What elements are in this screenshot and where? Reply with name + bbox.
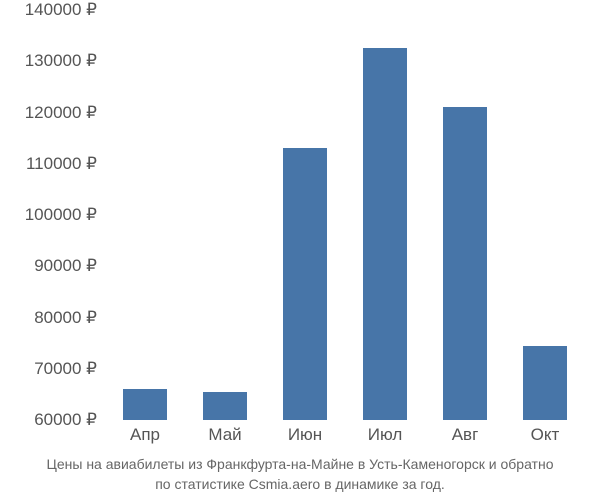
bar: [283, 148, 327, 420]
x-tick-label: Июн: [288, 425, 322, 445]
caption-line-1: Цены на авиабилеты из Франкфурта-на-Майн…: [0, 455, 600, 475]
y-axis: 60000 ₽70000 ₽80000 ₽90000 ₽100000 ₽1100…: [0, 10, 105, 420]
y-tick-label: 80000 ₽: [34, 308, 97, 328]
y-tick-label: 70000 ₽: [34, 359, 97, 379]
bar: [363, 48, 407, 420]
y-tick-label: 60000 ₽: [34, 410, 97, 430]
x-tick-label: Май: [208, 425, 241, 445]
y-tick-label: 140000 ₽: [25, 0, 97, 20]
chart-caption: Цены на авиабилеты из Франкфурта-на-Майн…: [0, 455, 600, 494]
y-tick-label: 90000 ₽: [34, 256, 97, 276]
caption-line-2: по статистике Csmia.aero в динамике за г…: [0, 475, 600, 495]
y-tick-label: 100000 ₽: [25, 205, 97, 225]
bar: [523, 346, 567, 420]
x-tick-label: Авг: [452, 425, 479, 445]
y-tick-label: 130000 ₽: [25, 51, 97, 71]
bar: [203, 392, 247, 420]
x-tick-label: Окт: [531, 425, 560, 445]
bar: [123, 389, 167, 420]
x-axis: Апр Май Июн Июл Авг Окт: [105, 425, 585, 450]
x-tick-label: Июл: [368, 425, 403, 445]
y-tick-label: 120000 ₽: [25, 103, 97, 123]
chart-container: 60000 ₽ 70000 ₽ 80000 ₽ 90000 ₽ 100000 ₽ 1100…: [0, 0, 600, 500]
x-tick-label: Апр: [130, 425, 160, 445]
bar: [443, 107, 487, 420]
y-tick-label: 110000 ₽: [26, 154, 97, 174]
plot-area: [105, 10, 585, 420]
